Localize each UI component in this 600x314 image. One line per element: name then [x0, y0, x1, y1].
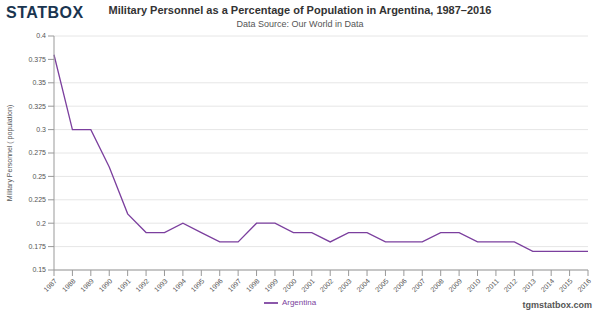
html-text:Data Source: Our World in Data: Data Source: Our World in Data: [236, 19, 364, 29]
svg-text:2011: 2011: [485, 277, 501, 293]
svg-text:0.3: 0.3: [36, 126, 46, 133]
svg-text:1987: 1987: [42, 277, 58, 293]
svg-text:2002: 2002: [318, 277, 334, 293]
svg-text:1995: 1995: [190, 277, 206, 293]
svg-text:2005: 2005: [374, 277, 390, 293]
svg-text:2007: 2007: [411, 277, 427, 293]
svg-text:2004: 2004: [355, 277, 371, 293]
svg-text:2003: 2003: [337, 277, 353, 293]
svg-text:2013: 2013: [521, 277, 537, 293]
svg-text:0.35: 0.35: [32, 79, 46, 86]
svg-text:2000: 2000: [282, 277, 298, 293]
svg-text:0.15: 0.15: [32, 266, 46, 273]
html-text:tgmstatbox.com: tgmstatbox.com: [522, 300, 592, 310]
svg-text:0.325: 0.325: [28, 103, 46, 110]
svg-text:0.4: 0.4: [36, 32, 46, 39]
svg-text:0.275: 0.275: [28, 149, 46, 156]
svg-text:2006: 2006: [392, 277, 408, 293]
svg-text:2001: 2001: [300, 277, 316, 293]
svg-text:1990: 1990: [97, 277, 113, 293]
svg-text:1998: 1998: [245, 277, 261, 293]
svg-text:1992: 1992: [134, 277, 150, 293]
svg-text:1994: 1994: [171, 277, 187, 293]
html-text:Argentina: Argentina: [281, 298, 317, 308]
svg-text:Military Personnel ( populatio: Military Personnel ( population): [8, 105, 14, 202]
svg-text:0.175: 0.175: [28, 243, 46, 250]
svg-text:1997: 1997: [226, 277, 242, 293]
svg-text:2008: 2008: [429, 277, 445, 293]
svg-text:1988: 1988: [61, 277, 77, 293]
svg-text:1999: 1999: [263, 277, 279, 293]
svg-text:1996: 1996: [208, 277, 224, 293]
svg-text:0.375: 0.375: [28, 56, 46, 63]
html-text:Military Personnel as a Percen: Military Personnel as a Percentage of Po…: [108, 4, 492, 16]
html-text:STATBOX: STATBOX: [6, 4, 84, 21]
svg-text:2012: 2012: [503, 277, 519, 293]
svg-text:2016: 2016: [576, 277, 592, 293]
svg-text:1991: 1991: [116, 277, 132, 293]
svg-text:0.25: 0.25: [32, 173, 46, 180]
svg-text:2010: 2010: [466, 277, 482, 293]
svg-text:0.2: 0.2: [36, 220, 46, 227]
svg-text:0.225: 0.225: [28, 196, 46, 203]
svg-text:2015: 2015: [558, 277, 574, 293]
svg-text:1993: 1993: [153, 277, 169, 293]
svg-text:2009: 2009: [447, 277, 463, 293]
svg-text:2014: 2014: [539, 277, 555, 293]
svg-text:1989: 1989: [79, 277, 95, 293]
